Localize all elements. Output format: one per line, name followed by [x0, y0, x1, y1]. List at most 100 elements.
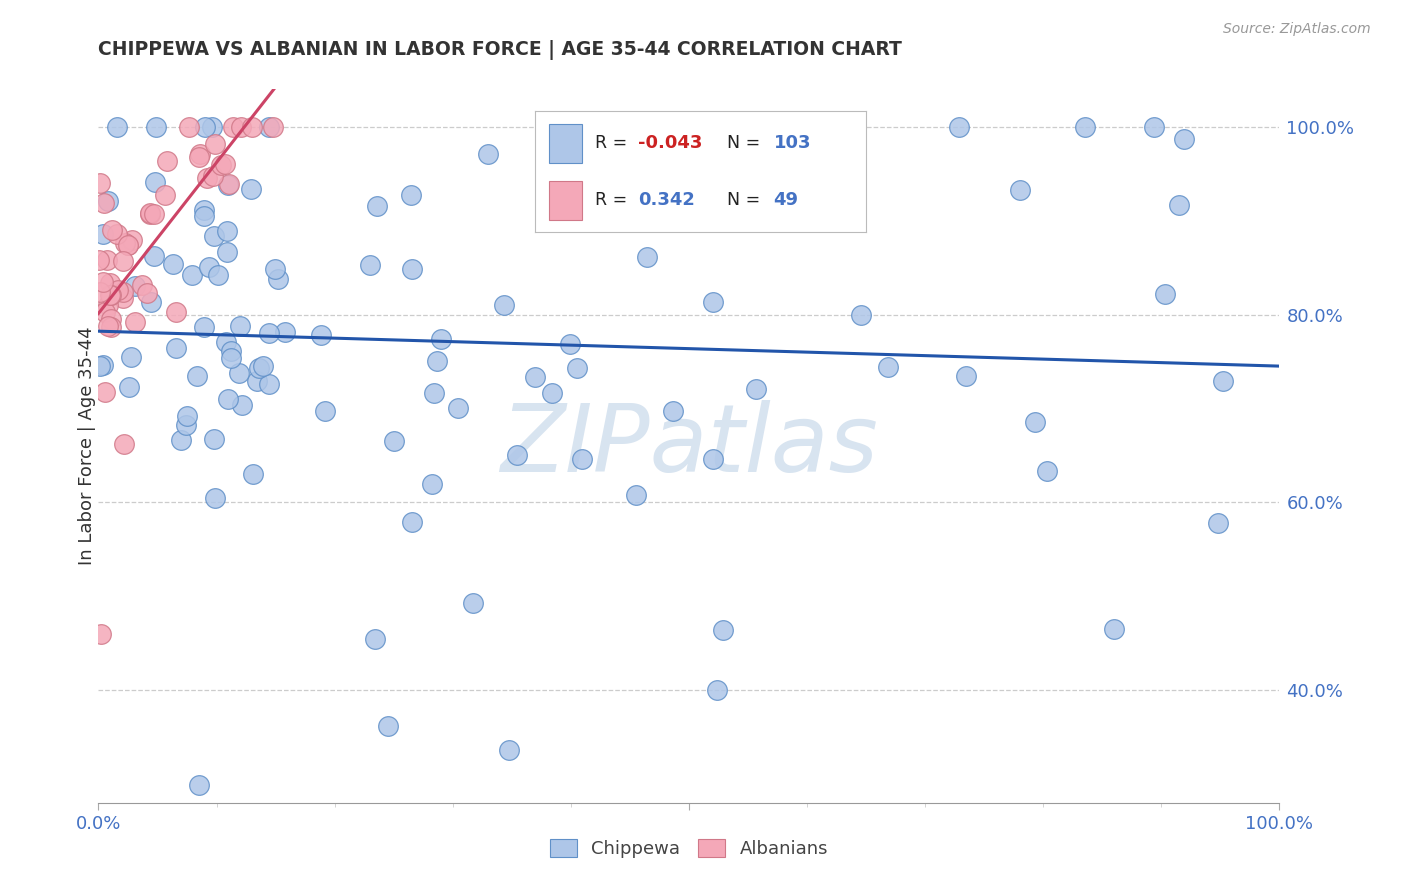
Point: [100, 288, 122, 302]
Point: [114, 235, 136, 250]
Point: [626, 488, 648, 502]
Point: [94, 384, 117, 399]
Point: [1173, 132, 1195, 146]
Point: [558, 337, 581, 351]
Point: [229, 318, 252, 333]
Point: [231, 120, 253, 134]
Point: [214, 157, 236, 171]
Point: [242, 467, 264, 481]
Point: [274, 325, 297, 339]
Point: [706, 682, 728, 697]
Point: [366, 199, 388, 213]
Point: [202, 228, 225, 243]
Point: [849, 308, 872, 322]
Point: [309, 327, 332, 342]
Point: [541, 152, 564, 166]
Point: [162, 257, 184, 271]
Point: [100, 223, 122, 237]
Point: [565, 361, 588, 376]
Point: [89, 285, 111, 300]
Point: [145, 120, 167, 134]
Point: [89, 177, 111, 191]
Point: [246, 374, 269, 388]
Point: [401, 515, 423, 529]
Point: [156, 154, 179, 169]
Point: [96, 252, 118, 267]
Point: [97, 318, 120, 333]
Point: [263, 262, 285, 277]
Point: [429, 332, 451, 346]
Point: [215, 224, 238, 238]
Point: [364, 632, 387, 647]
Point: [1102, 623, 1125, 637]
Point: [131, 278, 153, 293]
Point: [231, 398, 253, 412]
Point: [120, 350, 142, 364]
Point: [259, 120, 281, 134]
Point: [377, 719, 399, 733]
Point: [121, 233, 143, 247]
Point: [218, 178, 240, 192]
Point: [97, 194, 120, 208]
Point: [955, 368, 977, 383]
Point: [745, 382, 768, 396]
Point: [423, 385, 446, 400]
Point: [186, 369, 208, 384]
Point: [193, 209, 215, 223]
Point: [91, 275, 114, 289]
Point: [217, 178, 239, 193]
Point: [1073, 120, 1095, 134]
Point: [139, 207, 162, 221]
Point: [267, 272, 290, 286]
Point: [138, 206, 160, 220]
Legend: Chippewa, Albanians: Chippewa, Albanians: [543, 831, 835, 865]
Point: [87, 253, 110, 268]
Point: [112, 292, 135, 306]
Point: [1168, 197, 1191, 211]
Point: [359, 258, 381, 272]
Point: [204, 136, 226, 151]
Y-axis label: In Labor Force | Age 35-44: In Labor Force | Age 35-44: [79, 326, 96, 566]
Point: [259, 376, 281, 391]
Point: [636, 250, 658, 264]
Point: [91, 358, 114, 372]
Point: [523, 369, 546, 384]
Point: [97, 298, 120, 312]
Point: [876, 360, 898, 375]
Point: [100, 320, 122, 334]
Point: [188, 778, 211, 792]
Point: [217, 244, 239, 259]
Text: ZIPatlas: ZIPatlas: [501, 401, 877, 491]
Point: [1154, 287, 1177, 301]
Point: [143, 175, 166, 189]
Point: [124, 315, 146, 329]
Point: [111, 285, 134, 299]
Point: [94, 305, 117, 319]
Point: [1212, 374, 1234, 388]
Point: [247, 361, 270, 376]
Point: [174, 417, 197, 432]
Point: [118, 380, 141, 394]
Point: [401, 261, 423, 276]
Point: [240, 182, 263, 196]
Point: [98, 276, 121, 290]
Point: [105, 120, 128, 134]
Point: [426, 354, 449, 368]
Point: [494, 298, 516, 312]
Text: CHIPPEWA VS ALBANIAN IN LABOR FORCE | AGE 35-44 CORRELATION CHART: CHIPPEWA VS ALBANIAN IN LABOR FORCE | AG…: [98, 40, 903, 60]
Point: [257, 326, 280, 340]
Point: [543, 182, 565, 196]
Point: [217, 392, 239, 406]
Point: [252, 359, 274, 374]
Point: [662, 403, 685, 417]
Point: [506, 448, 529, 462]
Point: [1206, 516, 1229, 530]
Point: [1143, 120, 1166, 134]
Point: [202, 169, 225, 183]
Point: [588, 192, 610, 206]
Point: [143, 249, 166, 263]
Point: [142, 207, 165, 221]
Point: [447, 401, 470, 416]
Point: [420, 477, 443, 491]
Point: [262, 120, 284, 134]
